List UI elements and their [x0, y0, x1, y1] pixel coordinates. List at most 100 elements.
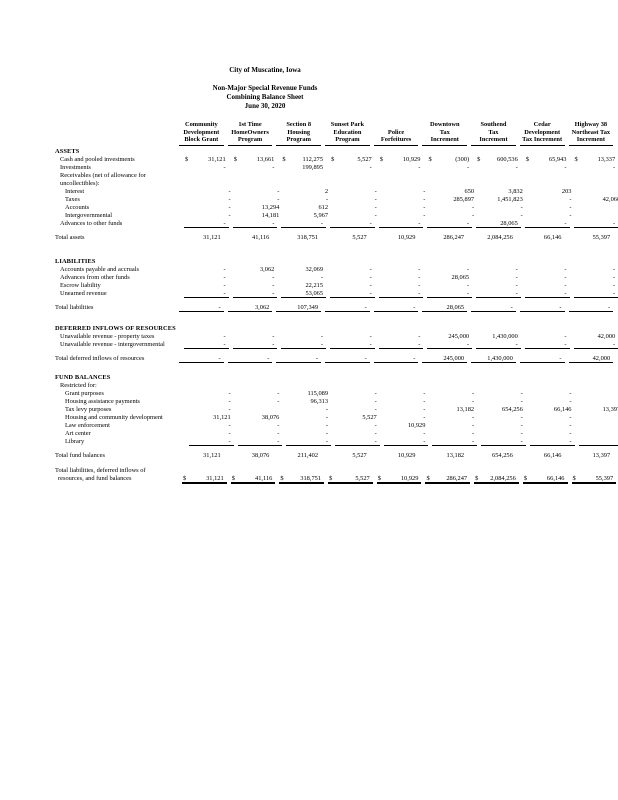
table-cell [377, 382, 426, 390]
cell-value [330, 382, 375, 390]
table-cell: - [236, 438, 285, 446]
table-cell: - [577, 422, 618, 430]
row-label: ASSETS [55, 147, 80, 155]
table-cell [177, 374, 226, 382]
column-header-line: Community [185, 121, 218, 128]
row-label: FUND BALANCES [55, 373, 111, 381]
cell-value [281, 382, 326, 390]
cell-value [476, 382, 521, 390]
table-cell: - [187, 398, 236, 406]
row-label: Total assets [55, 233, 85, 241]
table-cell: - [474, 164, 523, 172]
table-cell: - [382, 196, 431, 204]
table-cell: - [323, 304, 372, 312]
cell-value: 42,000 [597, 332, 616, 340]
table-cell: - [474, 282, 523, 290]
cell-value: 1,451,823 [497, 195, 523, 203]
table-cell [474, 180, 523, 188]
cell-value: - [277, 187, 280, 195]
cell-value: $10,929 [379, 155, 421, 163]
cell-value [379, 172, 424, 180]
table-cell [469, 325, 518, 333]
cell-value: - [418, 332, 421, 340]
table-row: Total liabilities -3,062 107,349- -28,065- -… [55, 304, 616, 312]
table-cell: - [382, 204, 431, 212]
table-cell [226, 148, 275, 156]
cell-value: 107,349 [276, 304, 322, 312]
table-cell: - [425, 266, 474, 274]
table-cell: 2,084,256 [469, 234, 518, 242]
cell-value: - [320, 332, 324, 340]
cell-value: 13,397 [602, 405, 618, 413]
cell-value [422, 258, 467, 266]
table-cell: - [328, 164, 377, 172]
table-cell: - [523, 282, 572, 290]
cell-value: - [515, 163, 518, 171]
cell-value: - [579, 204, 618, 212]
table-cell: - [284, 406, 333, 414]
cell-value: - [374, 187, 377, 195]
cell-value: - [373, 304, 419, 312]
column-header-text: Downtown Tax Increment [422, 121, 468, 146]
cell-value [325, 258, 370, 266]
table-cell: - [425, 341, 474, 349]
cell-value: - [564, 273, 567, 281]
table-cell: $41,116 [229, 475, 278, 484]
column-header-police-forfeitures: Police Forfeitures [372, 121, 421, 146]
table-cell: - [231, 290, 280, 298]
table-cell: - [377, 266, 426, 274]
table-cell: $5,527 [326, 475, 375, 484]
cell-value: - [427, 290, 473, 298]
table-cell: - [528, 414, 577, 422]
table-cell [236, 406, 285, 414]
table-cell: - [231, 164, 280, 172]
table-cell [518, 148, 567, 156]
table-cell: 31,121 [177, 452, 226, 460]
table-row: Receivables (net of allowance for [55, 172, 616, 180]
table-cell [420, 467, 469, 475]
table-cell [274, 258, 323, 266]
column-header-line: Northeast Tax [571, 128, 611, 136]
dollar-sign: $ [280, 474, 284, 482]
cell-value: - [374, 405, 377, 413]
column-header-line: Tax [488, 128, 499, 136]
cell-value: - [223, 332, 226, 340]
table-cell: - [479, 422, 528, 430]
cell-value [569, 467, 614, 475]
table-cell: $13,661 [231, 156, 280, 164]
cell-value: - [325, 405, 329, 413]
column-header-line: Highway 38 [574, 121, 608, 128]
column-header-line: Education [333, 128, 362, 136]
cell-value: - [569, 429, 572, 437]
cell-value: 285,897 [453, 195, 475, 203]
cell-value [569, 258, 614, 266]
cell-value: - [476, 341, 521, 349]
table-row: Escrow liability - - 22,215 - - - - - - [55, 282, 616, 290]
cell-value [276, 374, 321, 382]
cell-value: - [471, 304, 516, 312]
cell-value: - [579, 398, 618, 406]
cell-value: - [578, 438, 618, 446]
cell-value: - [369, 163, 372, 171]
cell-value [427, 180, 472, 188]
table-cell: - [187, 188, 236, 196]
cell-value: 55,397 [592, 233, 611, 241]
cell-value: 211,402 [297, 451, 319, 459]
table-cell: 245,000 [420, 355, 469, 363]
cell-value: - [320, 273, 324, 281]
table-row: Advances to other funds - - - - - -28,065- - [55, 220, 618, 228]
table-cell: - [577, 204, 618, 212]
table-cell: - [377, 282, 426, 290]
cell-value: - [228, 429, 231, 437]
cell-value: 318,751 [297, 233, 319, 241]
cell-value: 654,256 [502, 405, 523, 413]
table-cell [469, 374, 518, 382]
table-cell [567, 258, 616, 266]
table-cell: - [425, 290, 474, 298]
column-header-line: Increment [479, 136, 508, 143]
table-cell: - [577, 212, 618, 220]
document-title-date: June 30, 2020 [244, 102, 286, 110]
table-cell: 66,146 [528, 406, 577, 414]
cell-value: 32,069 [305, 265, 324, 273]
